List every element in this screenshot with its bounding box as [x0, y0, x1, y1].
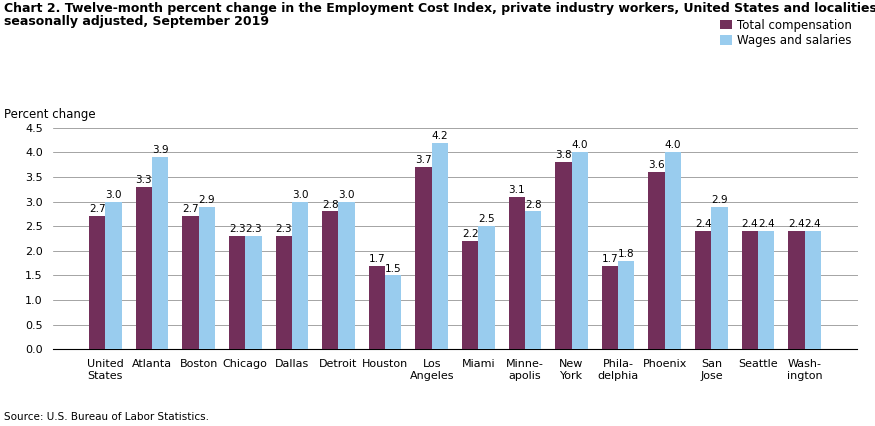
Bar	[556, 162, 571, 349]
Text: 3.8: 3.8	[555, 150, 571, 160]
Bar	[182, 216, 199, 349]
Bar	[105, 201, 122, 349]
Text: 2.7: 2.7	[89, 204, 106, 214]
Bar	[525, 211, 542, 349]
Text: 2.5: 2.5	[478, 214, 494, 224]
Bar	[292, 201, 308, 349]
Bar	[276, 236, 292, 349]
Bar	[199, 207, 215, 349]
Text: 1.7: 1.7	[368, 253, 385, 264]
Bar	[322, 211, 339, 349]
Text: 3.0: 3.0	[105, 190, 122, 200]
Bar	[571, 153, 588, 349]
Text: 4.2: 4.2	[431, 131, 448, 141]
Bar	[368, 266, 385, 349]
Text: 3.0: 3.0	[291, 190, 308, 200]
Bar	[339, 201, 354, 349]
Text: seasonally adjusted, September 2019: seasonally adjusted, September 2019	[4, 15, 270, 28]
Text: 2.3: 2.3	[276, 224, 292, 234]
Bar	[618, 261, 634, 349]
Bar	[229, 236, 245, 349]
Text: 2.3: 2.3	[228, 224, 245, 234]
Bar	[508, 197, 525, 349]
Text: 1.5: 1.5	[385, 264, 402, 273]
Text: 1.7: 1.7	[602, 253, 619, 264]
Text: 2.7: 2.7	[182, 204, 199, 214]
Text: Source: U.S. Bureau of Labor Statistics.: Source: U.S. Bureau of Labor Statistics.	[4, 412, 209, 422]
Text: 4.0: 4.0	[665, 141, 681, 150]
Bar	[89, 216, 105, 349]
Bar	[602, 266, 618, 349]
Bar	[431, 143, 448, 349]
Bar	[805, 231, 821, 349]
Text: 3.1: 3.1	[508, 185, 525, 195]
Bar	[136, 187, 152, 349]
Text: 1.8: 1.8	[618, 249, 634, 259]
Text: 2.9: 2.9	[199, 195, 215, 204]
Text: 3.9: 3.9	[152, 145, 169, 155]
Text: 2.3: 2.3	[245, 224, 262, 234]
Bar	[416, 167, 431, 349]
Bar	[711, 207, 728, 349]
Text: 2.2: 2.2	[462, 229, 479, 239]
Text: 2.9: 2.9	[711, 195, 728, 204]
Text: 3.7: 3.7	[416, 155, 432, 165]
Text: 2.4: 2.4	[695, 219, 711, 229]
Legend: Total compensation, Wages and salaries: Total compensation, Wages and salaries	[720, 18, 851, 47]
Bar	[152, 157, 168, 349]
Text: 3.6: 3.6	[648, 160, 665, 170]
Bar	[462, 241, 479, 349]
Text: 2.4: 2.4	[788, 219, 805, 229]
Text: 2.4: 2.4	[741, 219, 758, 229]
Text: Chart 2. Twelve-month percent change in the Employment Cost Index, private indus: Chart 2. Twelve-month percent change in …	[4, 2, 875, 15]
Text: 4.0: 4.0	[571, 141, 588, 150]
Bar	[385, 276, 402, 349]
Text: 2.8: 2.8	[525, 199, 542, 210]
Bar	[695, 231, 711, 349]
Bar	[648, 172, 665, 349]
Text: 3.3: 3.3	[136, 175, 152, 185]
Bar	[245, 236, 262, 349]
Bar	[479, 226, 494, 349]
Text: 2.4: 2.4	[804, 219, 821, 229]
Bar	[788, 231, 805, 349]
Bar	[665, 153, 681, 349]
Text: Percent change: Percent change	[4, 108, 96, 121]
Text: 2.4: 2.4	[758, 219, 774, 229]
Bar	[758, 231, 774, 349]
Text: 3.0: 3.0	[339, 190, 355, 200]
Bar	[742, 231, 758, 349]
Text: 2.8: 2.8	[322, 199, 339, 210]
